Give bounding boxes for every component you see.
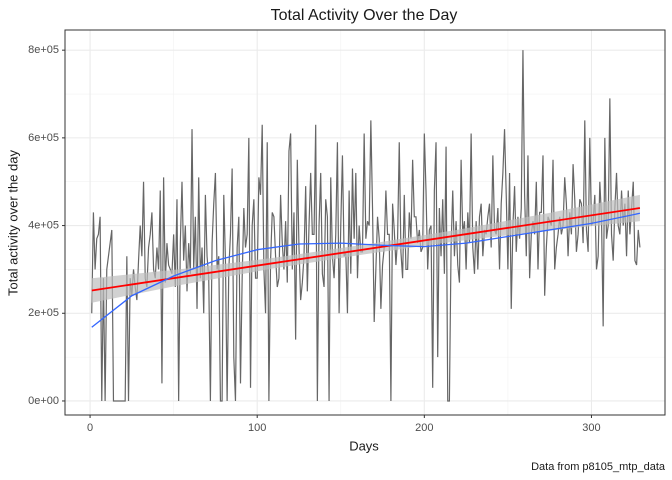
x-tick-label: 100: [248, 422, 266, 434]
chart-title: Total Activity Over the Day: [271, 7, 458, 24]
x-tick-label: 300: [582, 422, 600, 434]
y-tick-label: 2e+05: [28, 307, 59, 319]
caption: Data from p8105_mtp_data: [531, 461, 666, 473]
y-axis-title: Total activity over the day: [5, 150, 20, 296]
panel-border: [64, 29, 666, 416]
loess-line: [91, 212, 641, 328]
x-axis-title: Days: [349, 438, 379, 453]
y-tick-label: 8e+05: [28, 44, 59, 56]
x-tick-label: 200: [415, 422, 433, 434]
linear-fit-line: [91, 207, 641, 292]
y-tick-label: 0e+00: [28, 395, 59, 407]
y-tick-label: 4e+05: [28, 219, 59, 231]
y-tick-label: 6e+05: [28, 132, 59, 144]
x-tick-label: 0: [87, 422, 93, 434]
